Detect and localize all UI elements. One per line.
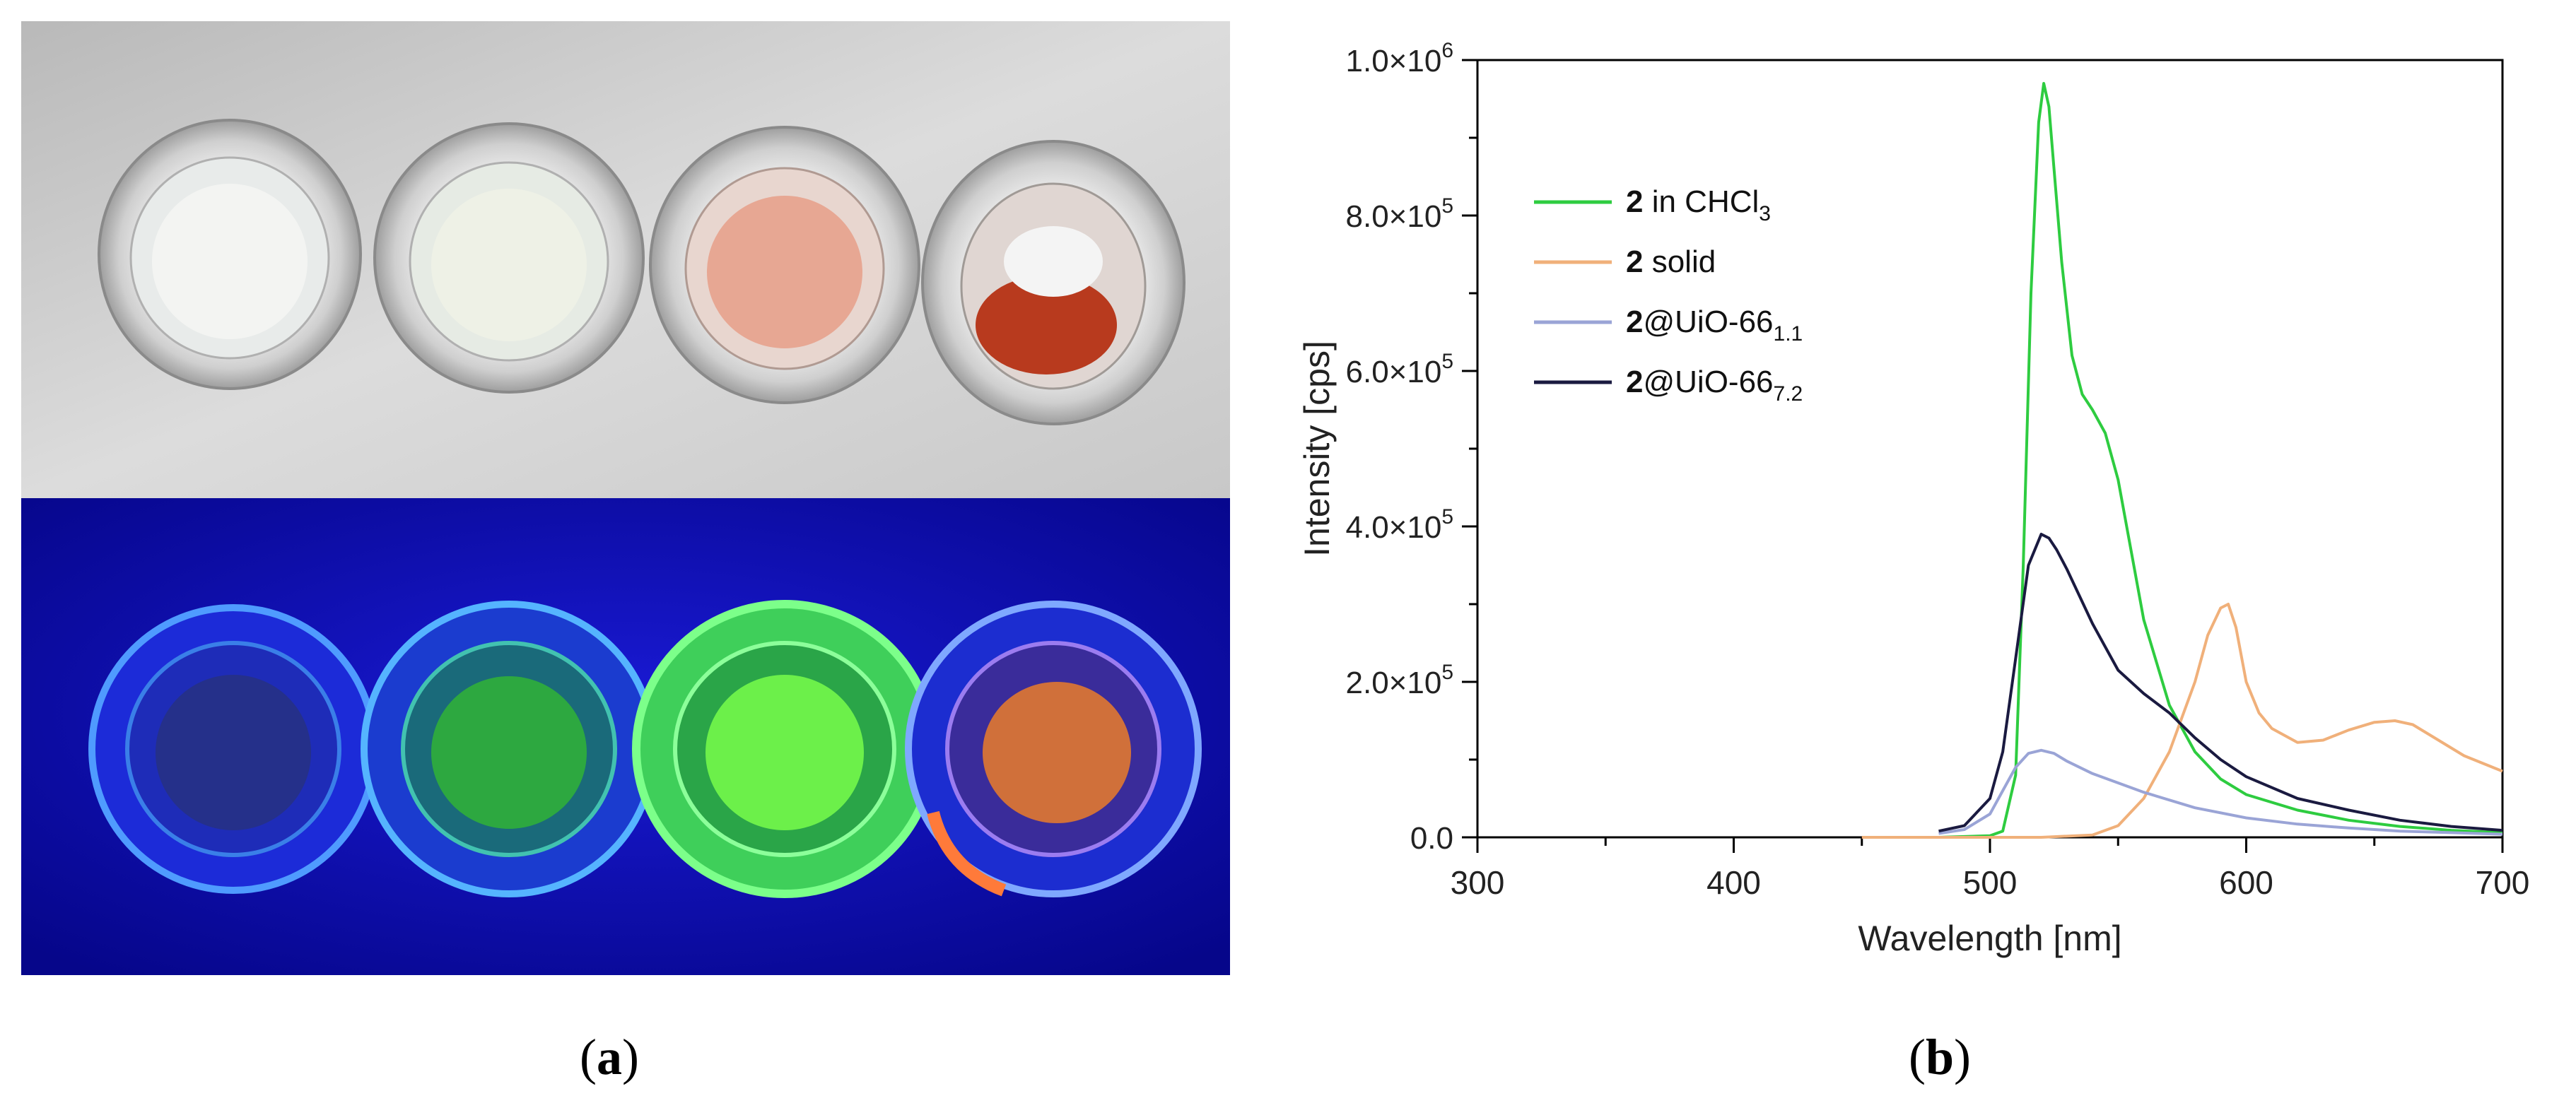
axes: 300 400 500 600 700 0.0 2.0×105 4.0×105 6.0×105 8… xyxy=(1297,39,2530,958)
vial-photograph-drawing xyxy=(21,21,1230,975)
x-tick-label: 600 xyxy=(2219,864,2273,901)
x-tick-label: 300 xyxy=(1451,864,1505,901)
series-line-3 xyxy=(1938,748,2503,836)
uv-vial-4 xyxy=(905,601,1202,897)
legend-label-3: 2@UiO-661.1 xyxy=(1626,305,1803,346)
x-tick-label: 500 xyxy=(1963,864,2018,901)
series-line-4 xyxy=(1938,533,2503,833)
emission-chart: 300 400 500 600 700 0.0 2.0×105 4.0×105 6.0×105 8… xyxy=(1297,14,2573,1003)
caption-a: (a) xyxy=(580,1029,639,1085)
y-tick-label: 8.0×105 xyxy=(1346,194,1454,234)
series-lines xyxy=(1861,82,2503,839)
y-tick-label: 2.0×105 xyxy=(1346,661,1454,700)
uv-vial-2 xyxy=(361,601,657,897)
uv-vial-1 xyxy=(88,604,378,894)
legend-label-4: 2@UiO-667.2 xyxy=(1626,365,1803,406)
legend: 2 in CHCl3 2 solid 2@UiO-661.1 2@UiO-667.2 xyxy=(1534,184,1803,406)
daylight-vial-4 xyxy=(921,140,1185,425)
y-tick-label: 4.0×105 xyxy=(1346,505,1454,545)
y-tick-label: 6.0×105 xyxy=(1346,350,1454,389)
x-tick-label: 400 xyxy=(1706,864,1761,901)
y-tick-label: 0.0 xyxy=(1410,821,1453,856)
plot-frame xyxy=(1476,59,2504,839)
legend-label-1: 2 in CHCl3 xyxy=(1626,184,1771,225)
vial-photograph xyxy=(21,21,1230,975)
series-line-2 xyxy=(1861,603,2503,839)
x-axis-label: Wavelength [nm] xyxy=(1858,919,2121,958)
x-tick-label: 700 xyxy=(2476,864,2530,901)
daylight-vial-3 xyxy=(649,126,920,404)
uv-vial-3 xyxy=(632,600,937,898)
legend-label-2: 2 solid xyxy=(1626,244,1716,279)
caption-b: (b) xyxy=(1909,1029,1972,1085)
series-line-1 xyxy=(1938,82,2503,839)
daylight-vial-2 xyxy=(373,122,645,394)
y-tick-label: 1.0×106 xyxy=(1346,39,1454,78)
y-axis-label: Intensity [cps] xyxy=(1301,341,1337,557)
emission-chart-svg: 300 400 500 600 700 0.0 2.0×105 4.0×105 6.0×105 8… xyxy=(1297,39,2530,958)
daylight-vial-1 xyxy=(98,119,362,390)
